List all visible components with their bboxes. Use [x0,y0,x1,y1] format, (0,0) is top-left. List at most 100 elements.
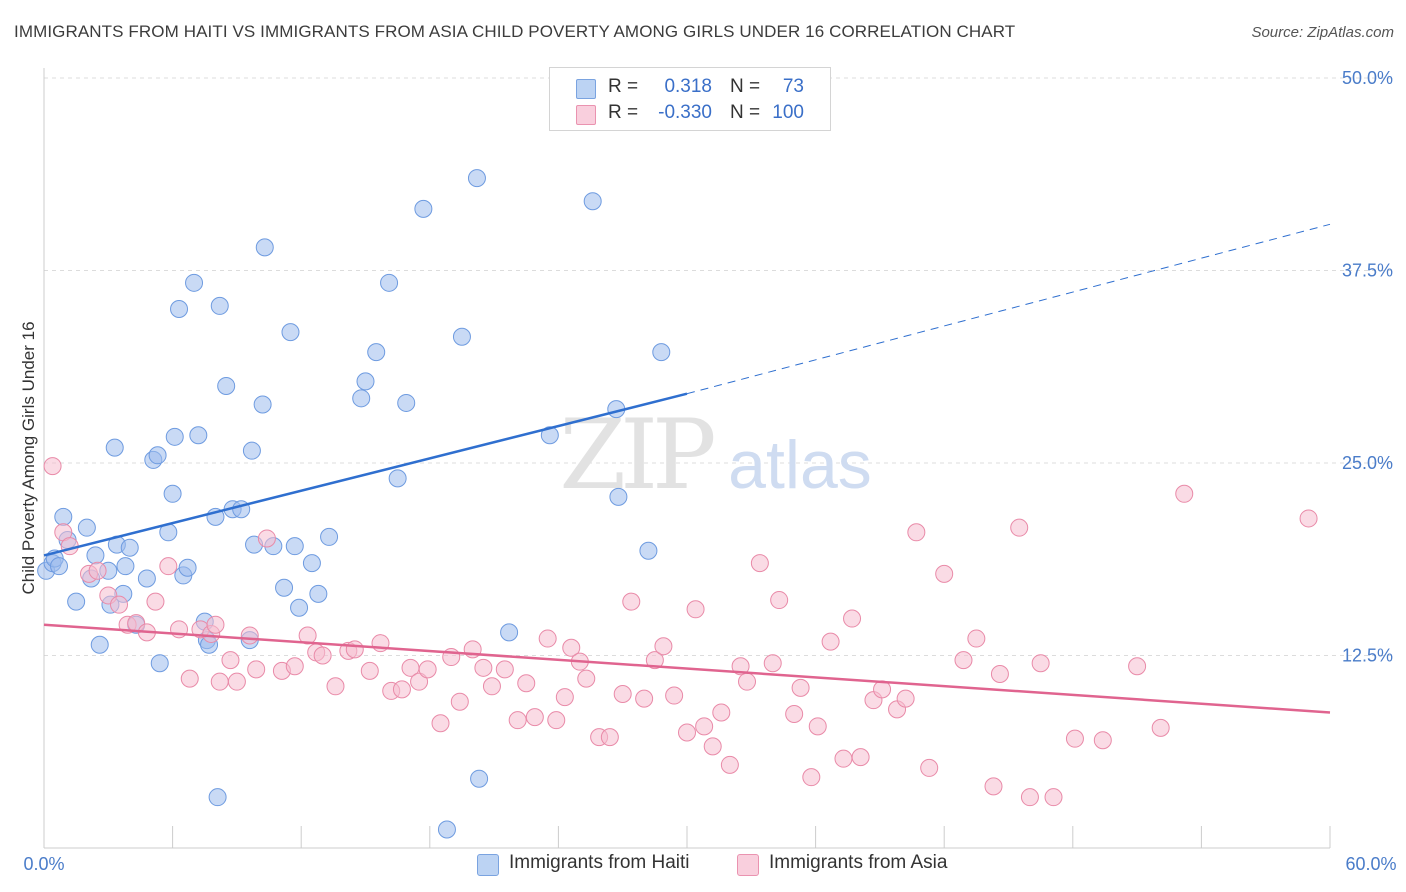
asia-point [1299,509,1318,528]
legend-r-label: R = [608,102,639,123]
asia-point [431,714,450,733]
asia-point [1044,788,1063,807]
asia-point [298,626,317,645]
haiti-point [470,769,489,788]
asia-point [313,646,332,665]
haiti-point [189,426,208,445]
asia-point [695,717,714,736]
asia-point [1010,518,1029,537]
haiti-point [302,554,321,573]
asia-point [206,615,225,634]
asia-point [678,723,696,742]
asia-point [770,591,789,610]
asia-point [159,557,178,576]
asia-point [360,661,379,680]
haiti-point [652,343,671,362]
x-tick-label: 0.0% [23,854,64,874]
asia-point [920,758,939,777]
asia-point [808,717,827,736]
asia-point [1065,729,1084,748]
data-points [37,169,1318,839]
asia-point [146,592,165,611]
asia-point [1175,484,1194,503]
asia-point [562,638,581,657]
asia-point [221,651,240,670]
asia-point [802,768,821,787]
series-swatch-haiti [477,854,499,876]
asia-point [410,672,429,691]
asia-point [896,689,915,708]
haiti-point [54,507,73,526]
asia-point [821,632,840,651]
haiti-point [210,296,229,315]
haiti-point [388,469,407,488]
series-label-asia: Immigrants from Asia [769,852,948,873]
asia-point [285,657,304,676]
legend-row-haiti: R = 0.318 N = 73 [550,75,830,101]
y-tick-label: 25.0% [1342,453,1393,473]
haiti-point [275,578,294,597]
haiti-point [253,395,272,414]
asia-point [990,664,1009,683]
y-tick-label: 37.5% [1342,261,1393,281]
asia-point [703,737,722,756]
asia-point [686,600,705,619]
y-axis-label: Child Poverty Among Girls Under 16 [19,321,38,594]
haiti-point [380,273,399,292]
asia-point [240,626,259,645]
haiti-point [309,584,328,603]
haiti-point [105,438,124,457]
haiti-point [163,484,182,503]
chart-source: Source: ZipAtlas.com [1251,24,1394,41]
asia-point [210,672,229,691]
asia-point [654,637,673,656]
haiti-point [290,598,309,617]
haiti-point [150,654,169,673]
asia-point [180,669,199,688]
legend-n-value: 100 [772,102,804,123]
haiti-point [255,238,274,257]
legend-r-value: 0.318 [664,76,712,97]
asia-point [622,592,641,611]
asia-point [508,711,527,730]
legend-n-label: N = [730,102,761,123]
legend-r-value: -0.330 [658,102,712,123]
haiti-point [500,623,519,642]
asia-point [227,672,246,691]
haiti-point [414,199,433,218]
haiti-point [452,327,471,346]
haiti-point [90,635,109,654]
asia-point [954,651,973,670]
legend-n-value: 73 [782,76,804,97]
haiti-point [639,541,658,560]
asia-point [538,629,557,648]
axes [43,68,1331,849]
haiti-trend-extension [686,223,1331,395]
asia-point [613,685,632,703]
tick-labels: 12.5% 25.0% 37.5% 50.0% 0.0% 60.0% [23,68,1396,874]
asia-point [731,657,750,676]
asia-point [450,692,469,711]
asia-point [517,674,536,693]
haiti-point [242,441,261,460]
asia-point [645,651,664,670]
asia-point [851,748,870,767]
asia-point [1031,654,1050,673]
asia-point [967,629,986,648]
haiti-point [116,557,135,576]
asia-point [1093,731,1112,750]
haiti-point [281,323,300,342]
haiti-point [467,169,486,188]
haiti-point [148,446,167,465]
haiti-point [137,569,156,588]
asia-point [555,688,574,707]
haiti-point [540,426,559,445]
haiti-point [609,487,628,506]
haiti-point [50,557,69,576]
haiti-point [352,389,371,408]
haiti-point [67,592,86,611]
asia-point [345,640,364,659]
legend-swatch-haiti [576,79,596,99]
haiti-point [367,343,386,362]
